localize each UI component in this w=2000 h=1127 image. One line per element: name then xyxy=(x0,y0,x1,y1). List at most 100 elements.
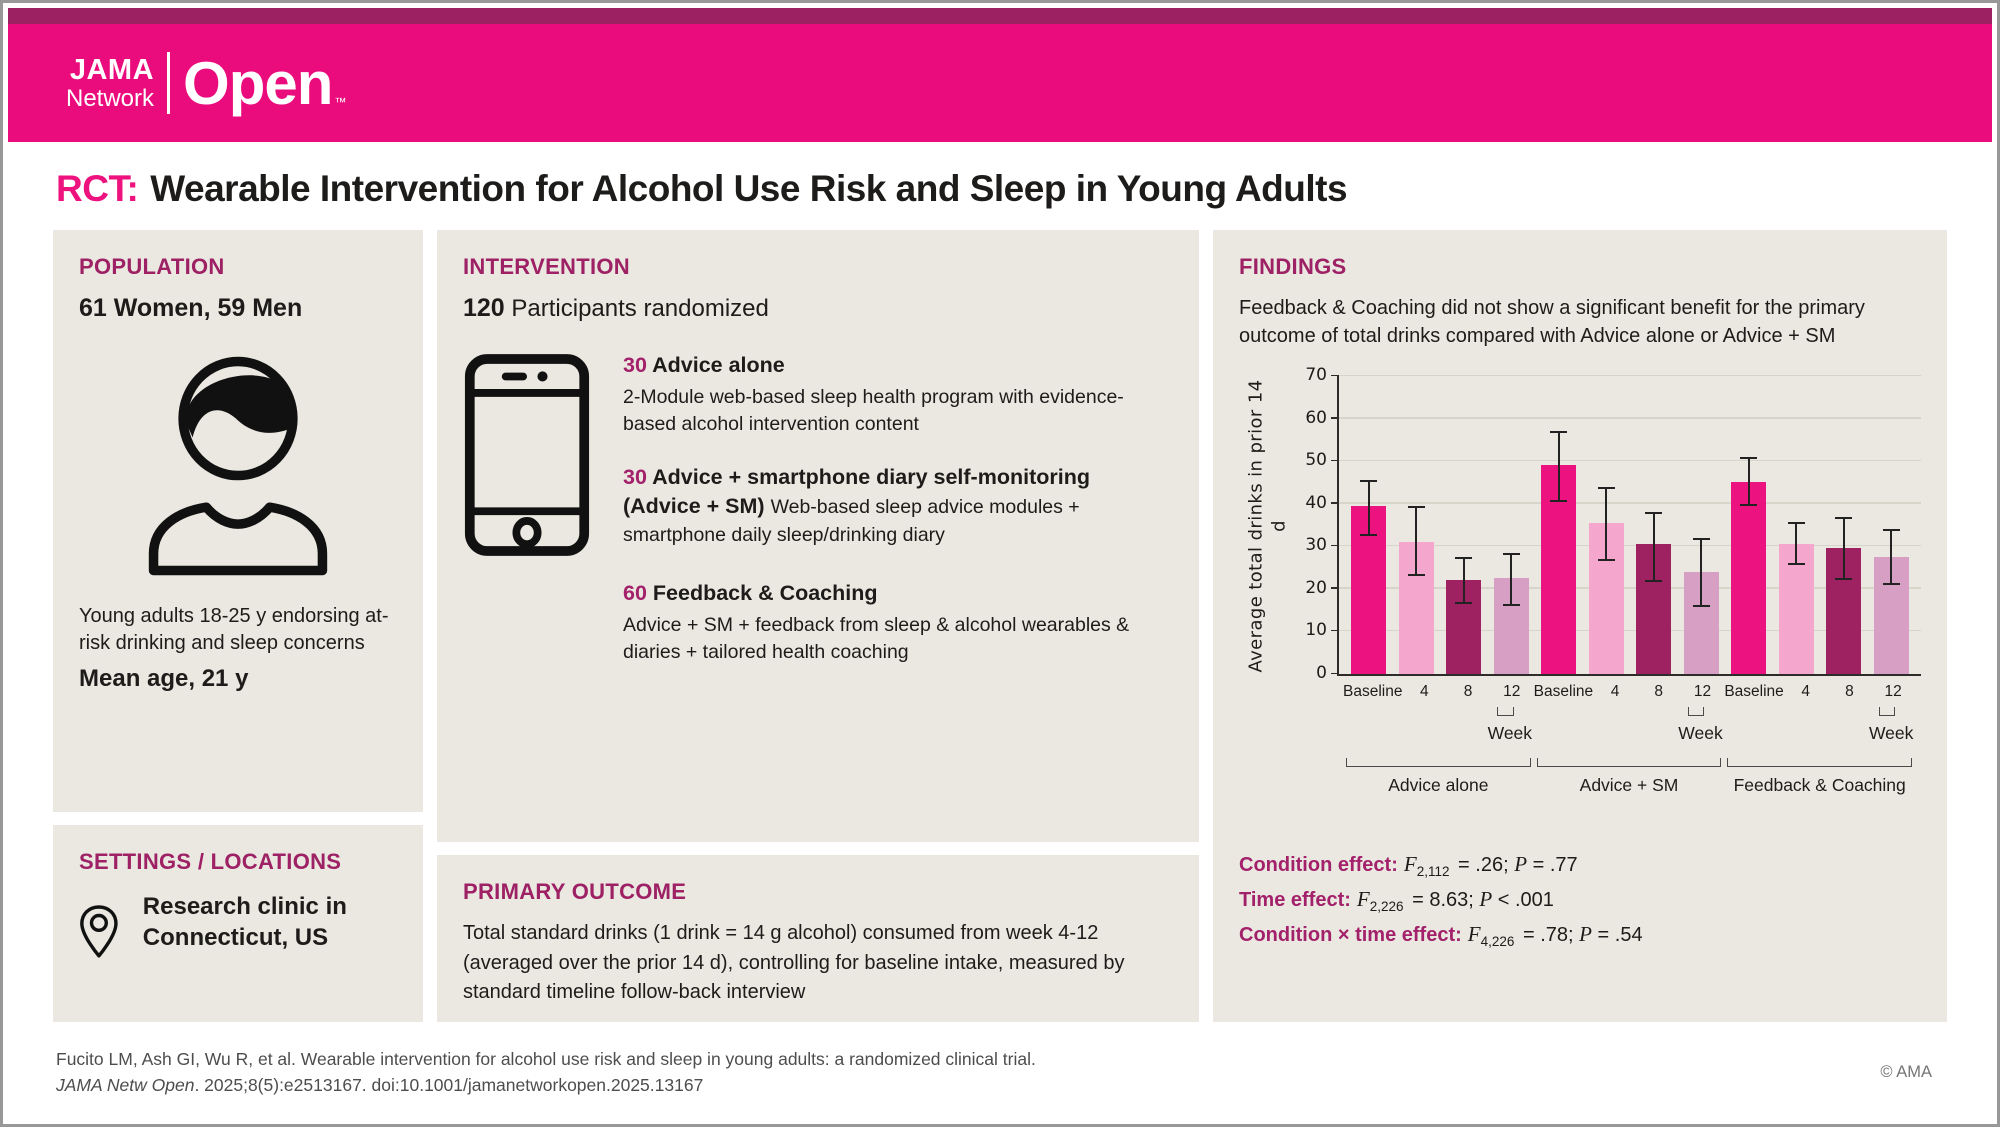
middle-column: INTERVENTION 120 Participants randomized xyxy=(437,230,1199,1022)
intervention-body: 30 Advice alone 2-Module web-based sleep… xyxy=(463,351,1173,666)
bar-slot xyxy=(1678,376,1726,674)
error-bar xyxy=(1692,537,1710,607)
error-bar-line xyxy=(1890,529,1893,585)
y-tick-label: 30 xyxy=(1305,535,1327,556)
error-bar-line xyxy=(1415,505,1418,577)
week-label-row: Week Week Week xyxy=(1337,716,1921,744)
y-gridline xyxy=(1339,502,1921,504)
group-bracket-row xyxy=(1337,744,1921,767)
journal-banner: JAMA Network Open ™ xyxy=(8,24,1992,142)
error-bar-line xyxy=(1747,456,1750,506)
arm-count: 30 xyxy=(623,465,647,490)
y-tick-mark xyxy=(1331,544,1339,547)
y-tick-label: 40 xyxy=(1305,492,1327,513)
settings-row: Research clinic in Connecticut, US xyxy=(79,889,397,975)
y-gridline xyxy=(1339,544,1921,547)
group-bracket xyxy=(1346,758,1531,767)
x-tick-label: Baseline xyxy=(1724,683,1784,700)
arm-description: 2-Module web-based sleep health program … xyxy=(623,386,1124,436)
arm-name: Feedback & Coaching xyxy=(652,581,878,606)
jama-network-wordmark: JAMA Network xyxy=(66,55,155,112)
citation-line-1: Fucito LM, Ash GI, Wu R, et al. Wearable… xyxy=(56,1049,1036,1069)
population-heading: POPULATION xyxy=(79,254,225,279)
title-text: Wearable Intervention for Alcohol Use Ri… xyxy=(150,168,1348,209)
bar-slot xyxy=(1345,376,1393,674)
error-bar xyxy=(1787,521,1805,566)
y-tick-mark xyxy=(1331,629,1339,632)
top-accent-strip xyxy=(8,8,1992,24)
error-bar xyxy=(1645,512,1663,583)
week-bracket-row xyxy=(1337,701,1921,716)
page-title: RCT: Wearable Intervention for Alcohol Us… xyxy=(56,168,1944,210)
smartphone-icon xyxy=(464,354,590,556)
copyright-label: © AMA xyxy=(1880,1063,1932,1081)
right-column: FINDINGS Feedback & Coaching did not sho… xyxy=(1213,230,1947,1022)
findings-heading: FINDINGS xyxy=(1239,254,1347,279)
bar-group xyxy=(1345,376,1535,674)
bar-slot xyxy=(1535,376,1583,674)
time-effect-stat: Time effect: F2,226 = 8.63; P < .001 xyxy=(1239,886,1554,914)
intervention-heading: INTERVENTION xyxy=(463,254,630,279)
y-tick-label: 0 xyxy=(1316,663,1327,683)
y-tick-mark xyxy=(1331,417,1339,419)
bars-container xyxy=(1339,376,1921,674)
location-pin-icon xyxy=(80,905,118,958)
population-description: Young adults 18-25 y endorsing at-risk d… xyxy=(79,605,389,654)
x-tick-row: Baseline 4 8 12 Baseline 4 8 12 Baseline 4 8 12 xyxy=(1337,676,1921,701)
arm-advice-alone: 30 Advice alone 2-Module web-based sleep… xyxy=(623,351,1173,438)
y-gridline xyxy=(1339,417,1921,419)
chart-plot-area: 0 10 20 30 40 50 60 70 xyxy=(1305,365,1921,683)
group-label: Feedback & Coaching xyxy=(1733,775,1906,795)
error-bar-line xyxy=(1605,486,1608,562)
population-mean-age: Mean age, 21 y xyxy=(79,665,249,692)
arm-count: 60 xyxy=(623,581,647,606)
x-tick-label: 4 xyxy=(1420,683,1429,700)
bar-slot xyxy=(1393,376,1441,674)
x-tick-group: Baseline 4 8 12 xyxy=(1724,676,1915,701)
x-tick-group: Baseline 4 8 12 xyxy=(1534,676,1725,701)
bar-slot xyxy=(1868,376,1916,674)
arm-description: Web-based sleep advice modules + smartph… xyxy=(623,495,1080,547)
error-bar-line xyxy=(1842,516,1845,581)
study-type-label: RCT: xyxy=(56,168,139,209)
chart-bar xyxy=(1731,482,1767,674)
arm-count: 30 xyxy=(623,353,647,377)
x-tick-label: 12 xyxy=(1884,683,1902,700)
y-tick-mark xyxy=(1331,374,1339,376)
error-bar xyxy=(1360,480,1378,536)
arm-name: Advice + smartphone diary self-monitorin… xyxy=(623,465,1090,518)
primary-outcome-panel: PRIMARY OUTCOME Total standard drinks (1… xyxy=(437,855,1199,1022)
bar-slot xyxy=(1440,376,1488,674)
bar-slot xyxy=(1488,376,1536,674)
error-bar xyxy=(1407,505,1425,577)
left-column: POPULATION 61 Women, 59 Men Young adults… xyxy=(53,230,423,1022)
y-tick-mark xyxy=(1331,672,1339,674)
intervention-panel: INTERVENTION 120 Participants randomized xyxy=(437,230,1199,842)
stats-block: Condition effect: F2,112 = .26; P = .77 T… xyxy=(1239,848,1921,953)
open-wordmark: Open ™ xyxy=(183,49,346,117)
y-tick-mark xyxy=(1331,587,1339,589)
bar-group xyxy=(1725,376,1915,674)
error-bar xyxy=(1502,552,1520,607)
error-bar xyxy=(1835,516,1853,581)
group-label: Advice alone xyxy=(1388,775,1489,795)
group-label-row: Advice alone Advice + SM Feedback & Coachi… xyxy=(1337,767,1921,796)
x-tick-label: 8 xyxy=(1654,683,1664,700)
group-bracket xyxy=(1727,758,1913,767)
intervention-total-n: 120 xyxy=(463,294,505,322)
x-tick-label: 12 xyxy=(1693,683,1712,700)
network-text: Network xyxy=(66,84,155,112)
y-tick-label: 70 xyxy=(1305,365,1327,385)
error-bar xyxy=(1455,556,1473,604)
y-tick-mark xyxy=(1331,459,1339,462)
intervention-total-label: Participants randomized xyxy=(511,295,769,322)
x-tick-label: Baseline xyxy=(1533,683,1594,700)
arm-feedback-coaching: 60 Feedback & Coaching Advice + SM + fee… xyxy=(623,579,1173,666)
arm-advice-sm: 30 Advice + smartphone diary self-monito… xyxy=(623,463,1173,554)
bar-slot xyxy=(1630,376,1678,674)
findings-summary: Feedback & Coaching did not show a signi… xyxy=(1239,297,1865,347)
arm-name: Advice alone xyxy=(652,353,785,377)
citation-line-2: JAMA Netw Open. 2025;8(5):e2513167. doi:… xyxy=(56,1075,704,1096)
bar-group xyxy=(1535,376,1725,674)
